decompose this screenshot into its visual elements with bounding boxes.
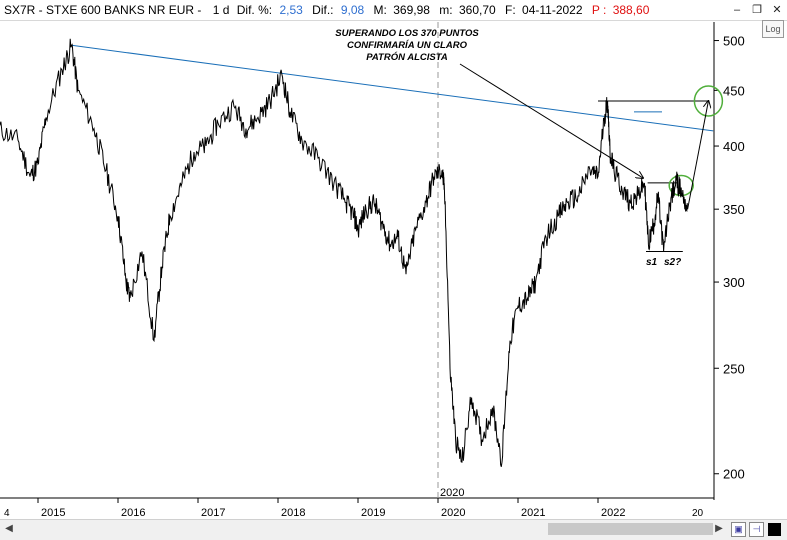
y-tick-label: 350 <box>723 202 745 217</box>
dif-value: 9,08 <box>340 3 365 17</box>
y-tick-label: 300 <box>723 275 745 290</box>
chart-header: SX7R - STXE 600 BANKS NR EUR - 1 d Dif. … <box>0 0 787 21</box>
y-tick-label: 250 <box>723 361 745 376</box>
minimize-button[interactable]: – <box>733 4 741 16</box>
support-label-s1: s1 <box>646 257 658 268</box>
support-label-s2: s2? <box>664 257 681 268</box>
bottom-left-fragment: 4 <box>4 508 10 519</box>
annotation-arrow <box>459 63 643 178</box>
x-tick-label: 2020 <box>441 507 465 519</box>
dif-pct-value: 2,53 <box>279 3 303 17</box>
save-icon[interactable]: ▣ <box>731 522 746 537</box>
max-label: M: <box>373 3 387 17</box>
dif-pct-label: Dif. %: <box>236 3 273 17</box>
dif-label: Dif.: <box>312 3 334 17</box>
x-tick-label: 2022 <box>601 507 625 519</box>
projection-arrow <box>687 101 709 210</box>
annotation-line-1: SUPERANDO LOS 370 PUNTOS <box>335 28 479 39</box>
date-label: F: <box>505 3 516 17</box>
period-label: 1 d <box>212 3 230 17</box>
horizontal-scrollbar[interactable]: ◀ ▶ ▣ ⊣ <box>0 519 787 540</box>
x-tick-label: 2016 <box>121 507 145 519</box>
min-label: m: <box>439 3 453 17</box>
x-tick-label: 2021 <box>521 507 545 519</box>
x-tick-label: 2018 <box>281 507 305 519</box>
y-tick-label: 500 <box>723 34 745 49</box>
annotation-line-2: CONFIRMARÍA UN CLARO <box>347 40 468 51</box>
bottom-right-fragment: 20 <box>692 508 704 519</box>
price-label: P : <box>591 3 607 17</box>
x-tick-label: 2015 <box>41 507 65 519</box>
log-scale-button[interactable]: Log <box>762 20 784 38</box>
price-series-group <box>0 38 709 467</box>
x-tick-label: 2019 <box>361 507 385 519</box>
scroll-thumb[interactable] <box>548 523 713 535</box>
scroll-left-icon[interactable]: ◀ <box>5 523 13 534</box>
y-tick-label: 450 <box>723 83 745 98</box>
price-chart: 200 250 300 350 400 450 500 2015 2016 2017 2018 201… <box>0 22 745 519</box>
x-tick-label: 2017 <box>201 507 225 519</box>
date-value: 04-11-2022 <box>522 3 583 17</box>
restore-button[interactable]: ❐ <box>752 4 762 16</box>
price-series-line <box>0 38 689 467</box>
price-value: 388,60 <box>612 3 650 17</box>
y-tick-label: 400 <box>723 139 745 154</box>
year-separator-label: 2020 <box>440 487 464 499</box>
max-value: 369,98 <box>393 3 430 17</box>
annotation-group: SUPERANDO LOS 370 PUNTOS CONFIRMARÍA UN … <box>4 28 704 519</box>
symbol-label: SX7R - STXE 600 BANKS NR EUR - <box>4 3 202 17</box>
annotation-line-3: PATRÓN ALCISTA <box>366 51 448 63</box>
color-swatch-icon[interactable] <box>768 523 781 536</box>
axes-group: 200 250 300 350 400 450 500 2015 2016 2017 2018 201… <box>0 22 745 519</box>
y-tick-label: 200 <box>723 467 745 482</box>
min-value: 360,70 <box>458 3 496 17</box>
close-button[interactable]: ✕ <box>772 4 782 16</box>
window-controls: – ❐ ✕ <box>727 0 787 20</box>
target-circle <box>693 85 724 117</box>
pin-icon[interactable]: ⊣ <box>749 522 764 537</box>
scroll-right-icon[interactable]: ▶ <box>715 523 723 534</box>
